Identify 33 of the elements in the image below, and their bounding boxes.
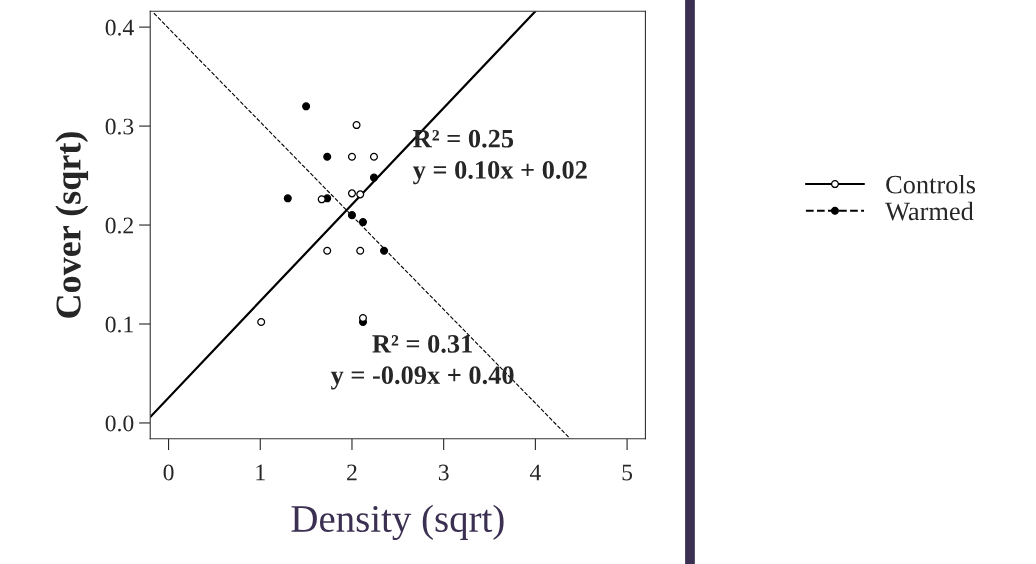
- x-tick-label: 2: [347, 464, 357, 481]
- x-axis-title: Density (sqrt): [291, 504, 504, 541]
- point: [347, 211, 356, 220]
- x-tick-label: 5: [622, 464, 633, 481]
- legend-label: Warmed: [885, 201, 974, 221]
- point: [347, 189, 356, 198]
- y-axis-title: Cover (sqrt): [55, 132, 89, 318]
- x-tick-label: 4: [529, 464, 541, 481]
- point: [369, 152, 379, 161]
- annotation: R² = 0.25 y = 0.10x + 0.02: [412, 129, 587, 185]
- x-tick-label: 3: [438, 464, 449, 481]
- point: [356, 246, 365, 255]
- point: [347, 152, 356, 161]
- point: [323, 246, 332, 255]
- y-tick-label: 0.3: [105, 118, 134, 135]
- legend-label: Controls: [886, 174, 976, 194]
- y-tick-label: 0.4: [105, 19, 134, 36]
- point: [317, 195, 326, 204]
- y-tick-label: 0.1: [105, 316, 133, 333]
- point: [358, 218, 368, 227]
- point: [323, 152, 332, 161]
- point: [369, 173, 379, 182]
- point: [352, 121, 361, 130]
- y-tick-label: 0.2: [105, 217, 133, 234]
- point: [302, 102, 311, 111]
- point: [356, 190, 365, 199]
- y-tick-label: 0.0: [105, 415, 134, 432]
- point: [257, 317, 266, 327]
- point: [380, 246, 389, 255]
- x-tick-label: 1: [256, 464, 265, 481]
- annotation: R² = 0.31 y = -0.09x + 0.40: [330, 334, 514, 390]
- point: [283, 194, 292, 203]
- x-tick-label: 0: [163, 464, 174, 481]
